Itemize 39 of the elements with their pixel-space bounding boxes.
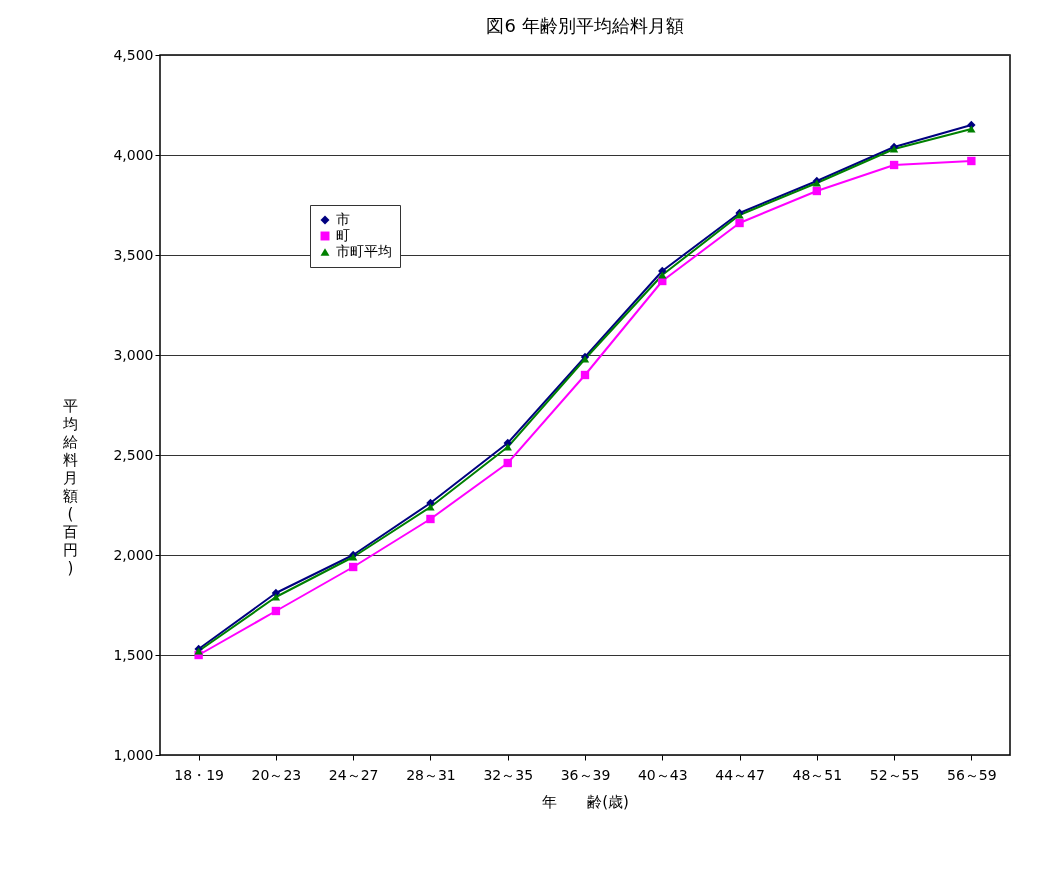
x-tick-label: 18・19 — [174, 766, 224, 783]
y-tick-label: 1,500 — [113, 646, 154, 663]
x-axis-title: 年 齢(歳) — [542, 792, 629, 811]
chart-title: 図6 年齢別平均給料月額 — [486, 15, 684, 36]
x-tick-label: 48～51 — [792, 766, 843, 783]
x-tick-label: 52～55 — [869, 766, 920, 783]
point — [503, 458, 512, 468]
point — [658, 271, 667, 279]
x-tick-label: 36～39 — [560, 766, 611, 783]
x-tick-label: 32～35 — [483, 766, 534, 783]
y-tick-label: 4,500 — [113, 46, 154, 63]
legend-label: 町 — [336, 227, 350, 243]
point — [426, 514, 435, 524]
x-tick-label: 44～47 — [715, 766, 765, 783]
text: 平均給料月額(百円) — [63, 396, 78, 577]
point — [889, 160, 899, 170]
point — [735, 218, 744, 228]
point — [967, 156, 976, 166]
point — [271, 593, 281, 601]
y-tick-label: 3,500 — [113, 246, 154, 263]
y-tick-label: 2,000 — [113, 546, 154, 563]
x-tick-label: 56～59 — [947, 766, 997, 783]
legend-label: 市町平均 — [336, 243, 392, 259]
legend-label: 市 — [336, 211, 350, 227]
x-tick-label: 40～43 — [637, 766, 688, 783]
x-tick-label: 28～31 — [406, 766, 456, 783]
y-tick-label: 2,500 — [113, 446, 154, 463]
point — [426, 503, 435, 511]
point — [349, 562, 358, 572]
point — [271, 606, 281, 616]
point — [967, 125, 976, 133]
point — [812, 186, 821, 196]
point — [503, 443, 512, 451]
y-tick-label: 4,000 — [113, 146, 154, 163]
y-tick-label: 1,000 — [113, 746, 154, 763]
y-tick-label: 3,000 — [113, 346, 154, 363]
x-tick-label: 24～27 — [328, 766, 379, 783]
x-tick-label: 20～23 — [251, 766, 302, 783]
point — [580, 370, 590, 380]
